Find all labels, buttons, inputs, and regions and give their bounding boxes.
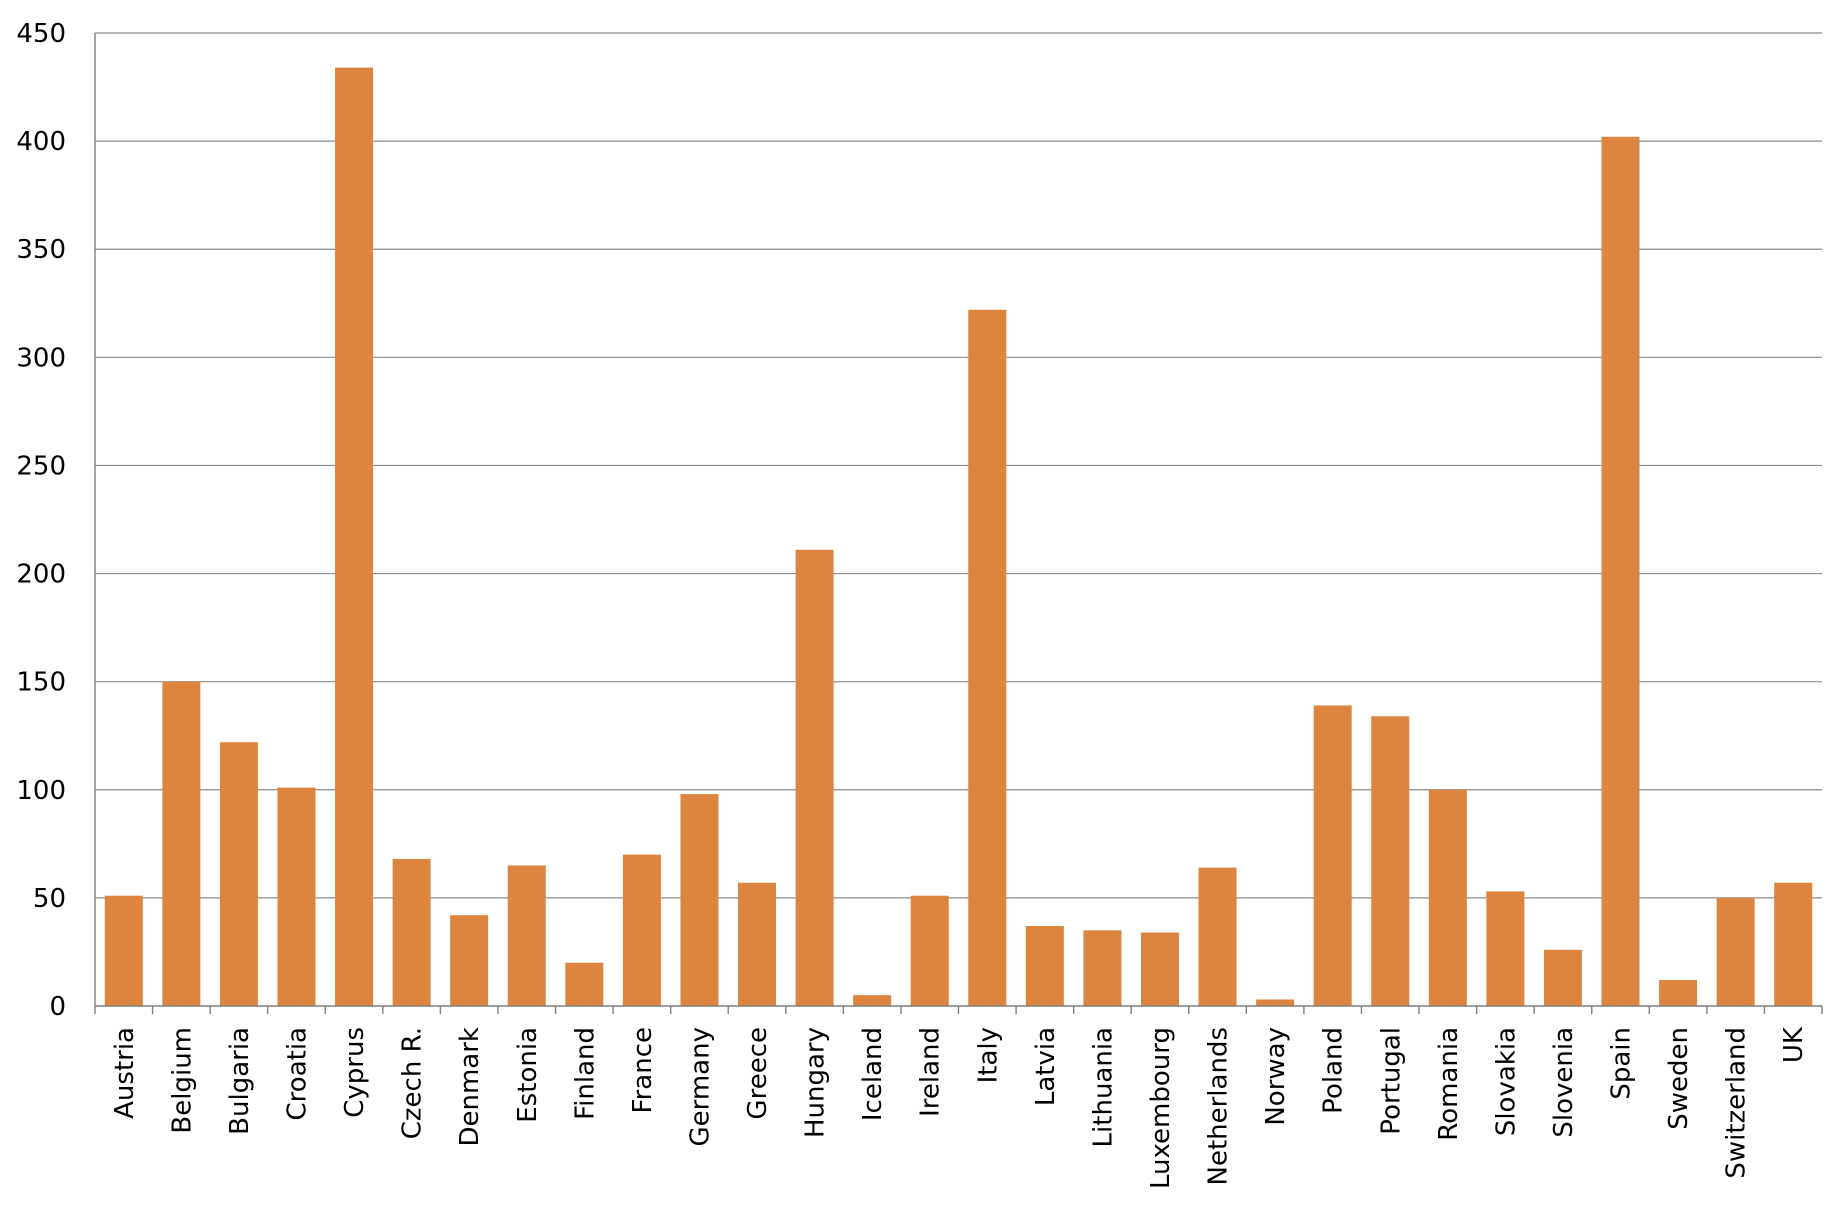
bar-estonia: [507, 865, 546, 1006]
x-category-label: Romania: [1434, 1027, 1464, 1141]
x-category-label: Finland: [570, 1027, 600, 1120]
bar-portugal: [1371, 716, 1410, 1006]
y-tick-label: 450: [16, 19, 66, 49]
x-category-label: Iceland: [858, 1027, 888, 1121]
y-tick-label: 150: [16, 668, 66, 698]
x-category-label: Cyprus: [340, 1027, 370, 1118]
x-axis-category-labels: Austria Belgium Bulgaria Croatia Cyprus Czech…: [110, 1026, 1809, 1189]
bar-finland: [565, 962, 604, 1006]
x-category-label: Estonia: [513, 1027, 543, 1123]
y-tick-label: 50: [33, 884, 66, 914]
bar-iceland: [853, 995, 892, 1006]
bar-norway: [1256, 999, 1295, 1006]
bar-croatia: [277, 787, 316, 1006]
bar-france: [622, 854, 661, 1006]
bars: [104, 67, 1813, 1007]
x-category-label: Germany: [685, 1027, 715, 1147]
bar-slovenia: [1543, 949, 1582, 1006]
gridlines: [95, 32, 1822, 899]
x-category-label: Luxembourg: [1146, 1027, 1176, 1189]
x-category-label: Lithuania: [1088, 1027, 1118, 1147]
bar-uk: [1774, 882, 1813, 1006]
x-category-label: Switzerland: [1722, 1027, 1752, 1179]
x-category-label: UK: [1779, 1026, 1809, 1063]
bar-ireland: [910, 895, 949, 1006]
bar-lithuania: [1083, 930, 1122, 1006]
y-axis-tick-labels: 0 50 100 150 200 250 300 350 400 450: [16, 19, 66, 1022]
x-category-label: Netherlands: [1204, 1027, 1234, 1186]
x-category-label: Bulgaria: [225, 1027, 255, 1135]
x-category-label: Denmark: [455, 1027, 485, 1147]
bar-cyprus: [335, 67, 374, 1006]
bar-luxembourg: [1140, 932, 1179, 1006]
bar-bulgaria: [219, 742, 258, 1006]
bar-spain: [1601, 136, 1640, 1006]
x-category-label: Slovakia: [1491, 1027, 1521, 1136]
x-category-label: Portugal: [1376, 1027, 1406, 1135]
bar-hungary: [795, 549, 834, 1006]
x-category-label: Italy: [973, 1027, 1003, 1083]
x-category-label: Croatia: [282, 1027, 312, 1120]
bar-sweden: [1659, 980, 1698, 1006]
x-category-label: Austria: [110, 1027, 140, 1119]
y-tick-label: 400: [16, 127, 66, 157]
y-tick-label: 250: [16, 451, 66, 481]
bar-slovakia: [1486, 891, 1525, 1006]
bar-denmark: [450, 915, 489, 1006]
bar-poland: [1313, 705, 1352, 1006]
bar-latvia: [1025, 925, 1064, 1006]
bar-germany: [680, 794, 719, 1006]
y-tick-label: 350: [16, 235, 66, 265]
bar-austria: [104, 895, 143, 1006]
y-tick-label: 300: [16, 343, 66, 373]
y-tick-label: 100: [16, 776, 66, 806]
x-category-label: Norway: [1261, 1027, 1291, 1126]
x-category-label: Slovenia: [1549, 1027, 1579, 1138]
bar-netherlands: [1198, 867, 1237, 1006]
bar-belgium: [162, 681, 201, 1006]
y-tick-label: 200: [16, 560, 66, 590]
bar-czech-r: [392, 858, 431, 1006]
x-category-label: Greece: [743, 1027, 773, 1120]
x-category-label: Czech R.: [398, 1027, 428, 1139]
x-category-label: Ireland: [916, 1027, 946, 1117]
bar-switzerland: [1716, 897, 1755, 1006]
y-tick-label: 0: [49, 992, 66, 1022]
x-category-label: Poland: [1319, 1027, 1349, 1114]
x-category-label: France: [628, 1027, 658, 1113]
bar-italy: [968, 309, 1007, 1007]
x-category-label: Spain: [1607, 1027, 1637, 1100]
axes: [94, 33, 1823, 1014]
x-category-label: Hungary: [801, 1027, 831, 1138]
bar-romania: [1428, 789, 1467, 1006]
x-category-label: Sweden: [1664, 1027, 1694, 1130]
x-category-label: Latvia: [1031, 1027, 1061, 1106]
bar-greece: [738, 882, 777, 1006]
x-category-label: Belgium: [167, 1027, 197, 1134]
